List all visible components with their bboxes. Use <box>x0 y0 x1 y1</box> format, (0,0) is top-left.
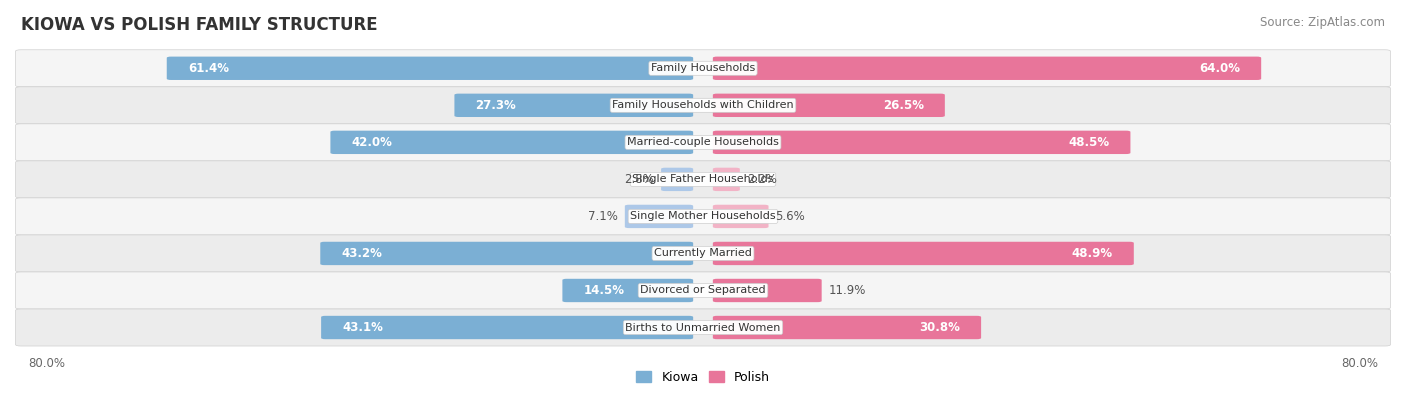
Text: 42.0%: 42.0% <box>352 136 392 149</box>
FancyBboxPatch shape <box>713 316 981 339</box>
Text: 27.3%: 27.3% <box>475 99 516 112</box>
FancyBboxPatch shape <box>713 94 945 117</box>
FancyBboxPatch shape <box>15 87 1391 124</box>
FancyBboxPatch shape <box>713 131 1130 154</box>
FancyBboxPatch shape <box>15 272 1391 309</box>
Text: Divorced or Separated: Divorced or Separated <box>640 286 766 295</box>
Text: 43.1%: 43.1% <box>342 321 382 334</box>
Text: 48.5%: 48.5% <box>1069 136 1109 149</box>
Text: 30.8%: 30.8% <box>920 321 960 334</box>
FancyBboxPatch shape <box>15 124 1391 161</box>
Text: 2.8%: 2.8% <box>624 173 654 186</box>
Legend: Kiowa, Polish: Kiowa, Polish <box>631 366 775 389</box>
FancyBboxPatch shape <box>167 56 693 80</box>
FancyBboxPatch shape <box>562 279 693 302</box>
FancyBboxPatch shape <box>713 279 821 302</box>
Text: 26.5%: 26.5% <box>883 99 924 112</box>
FancyBboxPatch shape <box>454 94 693 117</box>
Text: 2.2%: 2.2% <box>747 173 776 186</box>
Text: 61.4%: 61.4% <box>188 62 229 75</box>
Text: Family Households with Children: Family Households with Children <box>612 100 794 110</box>
Text: 80.0%: 80.0% <box>28 357 65 370</box>
Text: 80.0%: 80.0% <box>1341 357 1378 370</box>
Text: Married-couple Households: Married-couple Households <box>627 137 779 147</box>
Text: KIOWA VS POLISH FAMILY STRUCTURE: KIOWA VS POLISH FAMILY STRUCTURE <box>21 16 378 34</box>
Text: Currently Married: Currently Married <box>654 248 752 258</box>
Text: 43.2%: 43.2% <box>342 247 382 260</box>
Text: Births to Unmarried Women: Births to Unmarried Women <box>626 322 780 333</box>
FancyBboxPatch shape <box>15 235 1391 272</box>
Text: Family Households: Family Households <box>651 63 755 73</box>
Text: 7.1%: 7.1% <box>588 210 617 223</box>
FancyBboxPatch shape <box>661 168 693 191</box>
FancyBboxPatch shape <box>713 242 1133 265</box>
Text: Single Mother Households: Single Mother Households <box>630 211 776 222</box>
Text: 64.0%: 64.0% <box>1199 62 1240 75</box>
FancyBboxPatch shape <box>713 56 1261 80</box>
FancyBboxPatch shape <box>713 168 740 191</box>
FancyBboxPatch shape <box>15 161 1391 198</box>
Text: 48.9%: 48.9% <box>1071 247 1112 260</box>
Text: 11.9%: 11.9% <box>828 284 866 297</box>
Text: 14.5%: 14.5% <box>583 284 624 297</box>
FancyBboxPatch shape <box>330 131 693 154</box>
FancyBboxPatch shape <box>624 205 693 228</box>
FancyBboxPatch shape <box>15 309 1391 346</box>
FancyBboxPatch shape <box>713 205 769 228</box>
Text: Single Father Households: Single Father Households <box>633 174 773 184</box>
Text: Source: ZipAtlas.com: Source: ZipAtlas.com <box>1260 16 1385 29</box>
FancyBboxPatch shape <box>321 316 693 339</box>
FancyBboxPatch shape <box>321 242 693 265</box>
FancyBboxPatch shape <box>15 50 1391 87</box>
Text: 5.6%: 5.6% <box>776 210 806 223</box>
FancyBboxPatch shape <box>15 198 1391 235</box>
